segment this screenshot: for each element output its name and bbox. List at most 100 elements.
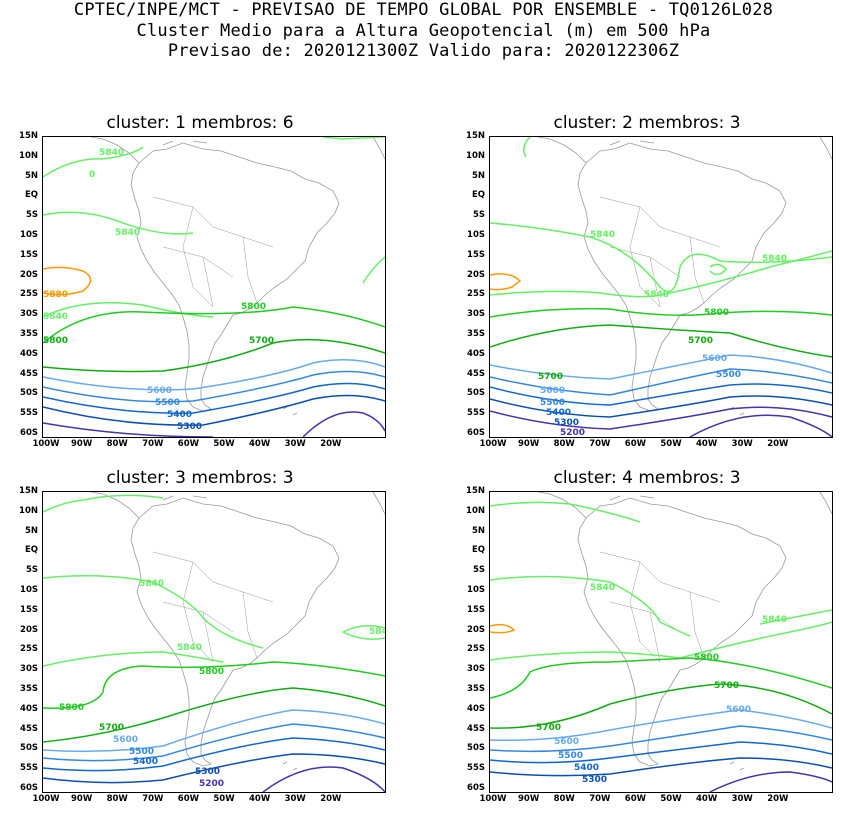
latitude-label: 25S: [467, 644, 485, 655]
contour-label: 5600: [540, 386, 565, 396]
contour-label: 5400: [167, 410, 192, 420]
africa-edge: [819, 137, 832, 160]
longitude-label: 30W: [731, 794, 753, 804]
latitude-label: 30S: [467, 309, 485, 320]
latitude-label: 10S: [20, 230, 38, 240]
contours: [490, 137, 832, 437]
central-america: [537, 492, 587, 519]
africa-edge: [372, 492, 385, 515]
longitude-label: 100W: [479, 439, 507, 449]
longitude-label: 70W: [589, 439, 611, 449]
contour-line-5400: [43, 737, 385, 772]
latitude-label: 15S: [467, 249, 485, 260]
contour-label: 5840: [762, 254, 787, 264]
contour-line-5800: [490, 657, 832, 699]
longitude-label: 40W: [248, 794, 271, 804]
contour-label: 5840: [43, 312, 68, 322]
contour-line-5800: [43, 306, 385, 344]
latitude-label: 5N: [24, 525, 38, 536]
panel-title: cluster: 2 membros: 3: [553, 113, 741, 133]
south-america-outline: [577, 497, 787, 767]
contours: [490, 501, 832, 792]
title-line-2: Cluster Medio para a Altura Geopotencial…: [136, 21, 711, 41]
latitude-label: 5S: [472, 210, 485, 221]
contour-label: 5300: [554, 418, 579, 428]
latitude-label: 20S: [467, 269, 485, 280]
contour-label: 5500: [155, 398, 180, 408]
longitude-label: 30W: [731, 439, 753, 449]
contour-label: 5840: [644, 290, 669, 300]
latitude-label: 10N: [466, 505, 485, 516]
contour-label: 5840: [139, 579, 164, 589]
contour-line-5840: [43, 575, 264, 649]
contour-line-5700: [490, 683, 832, 729]
contour-label: 5700: [536, 723, 561, 733]
contour-line-5840: [709, 263, 728, 276]
contour-line-5840: [342, 625, 385, 640]
africa-edge: [819, 492, 832, 515]
latitude-label: 15N: [466, 486, 485, 496]
panel-title: cluster: 1 membros: 6: [106, 113, 294, 133]
contour-line-5300: [490, 757, 832, 777]
cluster-panel-4: cluster: 4 membros: 3 15N 10N 5N EQ 5S 10S 15S…: [447, 468, 847, 838]
longitude-label: 60W: [624, 794, 646, 804]
latitude-label: 35S: [467, 329, 485, 339]
longitude-label: 80W: [553, 794, 575, 804]
latitude-label: 40S: [20, 348, 38, 359]
contour-line-5600: [43, 359, 385, 391]
longitude-label: 100W: [32, 794, 60, 804]
africa-edge: [372, 137, 385, 160]
latitude-label: 50S: [467, 388, 485, 399]
latitude-label: 10S: [20, 585, 38, 595]
coastline: [90, 137, 385, 416]
longitude-label: 40W: [695, 439, 718, 449]
latitude-label: 15N: [19, 131, 38, 141]
contour-line-5840: [490, 250, 832, 298]
latitude-label: 55S: [467, 763, 485, 774]
latitude-label: 25S: [467, 289, 485, 300]
contour-line-5840: [490, 501, 641, 523]
longitude-label: 50W: [213, 439, 235, 449]
longitude-label: 30W: [284, 794, 306, 804]
latitude-label: EQ: [471, 545, 485, 556]
coastline: [90, 492, 385, 771]
south-america-outline: [130, 497, 340, 767]
borders: [599, 551, 721, 663]
panel-title: cluster: 3 membros: 3: [106, 468, 294, 488]
contour-line-5500: [43, 723, 385, 762]
longitude-label: 90W: [517, 439, 540, 449]
contour-label: 5600: [113, 735, 138, 745]
latitude-label: 5N: [471, 525, 485, 536]
latitude-label: 40S: [467, 348, 485, 359]
latitude-label: 45S: [20, 723, 38, 734]
central-america: [537, 137, 587, 164]
longitude-label: 90W: [517, 794, 540, 804]
latitude-label: 25S: [20, 289, 38, 300]
contour-line-5880: [43, 266, 92, 296]
contour-label: 5800: [694, 653, 719, 663]
longitude-label: 60W: [624, 439, 646, 449]
longitude-label: 80W: [553, 439, 575, 449]
latitude-label: 55S: [20, 763, 38, 774]
contour-label: 5600: [726, 705, 751, 715]
longitude-label: 20W: [320, 794, 342, 804]
latitude-label: 5S: [25, 565, 38, 576]
contour-label: 5700: [688, 336, 713, 346]
longitude-label: 80W: [106, 439, 128, 449]
longitude-label: 50W: [660, 794, 682, 804]
contour-label: 5880: [43, 290, 68, 300]
contour-line-5700: [43, 338, 385, 373]
longitude-label: 60W: [177, 794, 199, 804]
contour-label: 5840: [177, 643, 202, 653]
contour-label: 5300: [195, 767, 220, 777]
contour-line-5300: [490, 395, 832, 418]
map-svg: 5840 5840 5800 5700 5700 5600 5600 5500 5400 5300: [490, 492, 832, 792]
borders: [152, 551, 274, 663]
title-line-3: Previsao de: 2020121300Z Valido para: 20…: [167, 41, 680, 61]
latitude-label: 60S: [20, 428, 38, 438]
antarctic-islands: [282, 406, 298, 416]
contour-line-5600: [490, 354, 832, 380]
contour-line-5200: [262, 766, 385, 792]
